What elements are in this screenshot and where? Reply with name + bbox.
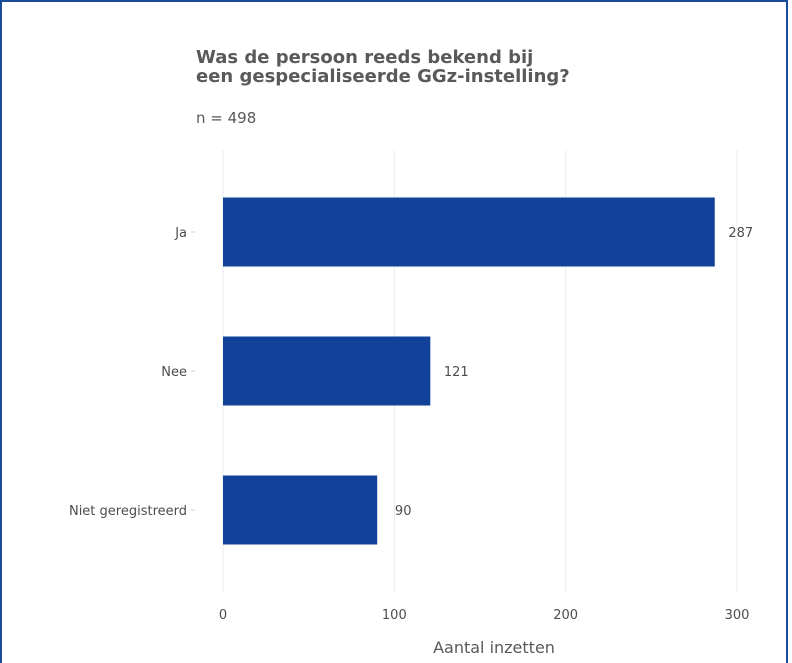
value-label: 90: [395, 504, 412, 519]
category-label: Nee: [161, 365, 187, 380]
x-tick-label: 100: [382, 608, 407, 623]
x-axis-label: Aantal inzetten: [433, 638, 555, 657]
x-tick-label: 0: [219, 608, 227, 623]
bar: [223, 197, 715, 267]
chart-title: Was de persoon reeds bekend bij een gesp…: [196, 47, 570, 87]
category-label: Niet geregistreerd: [69, 504, 187, 519]
x-tick-label: 200: [553, 608, 578, 623]
bar: [223, 336, 431, 406]
x-tick-label: 300: [725, 608, 750, 623]
bar: [223, 475, 378, 545]
category-label: Ja: [174, 226, 187, 241]
value-label: 121: [444, 365, 469, 380]
value-label: 287: [728, 226, 753, 241]
chart-subtitle: n = 498: [196, 109, 257, 127]
